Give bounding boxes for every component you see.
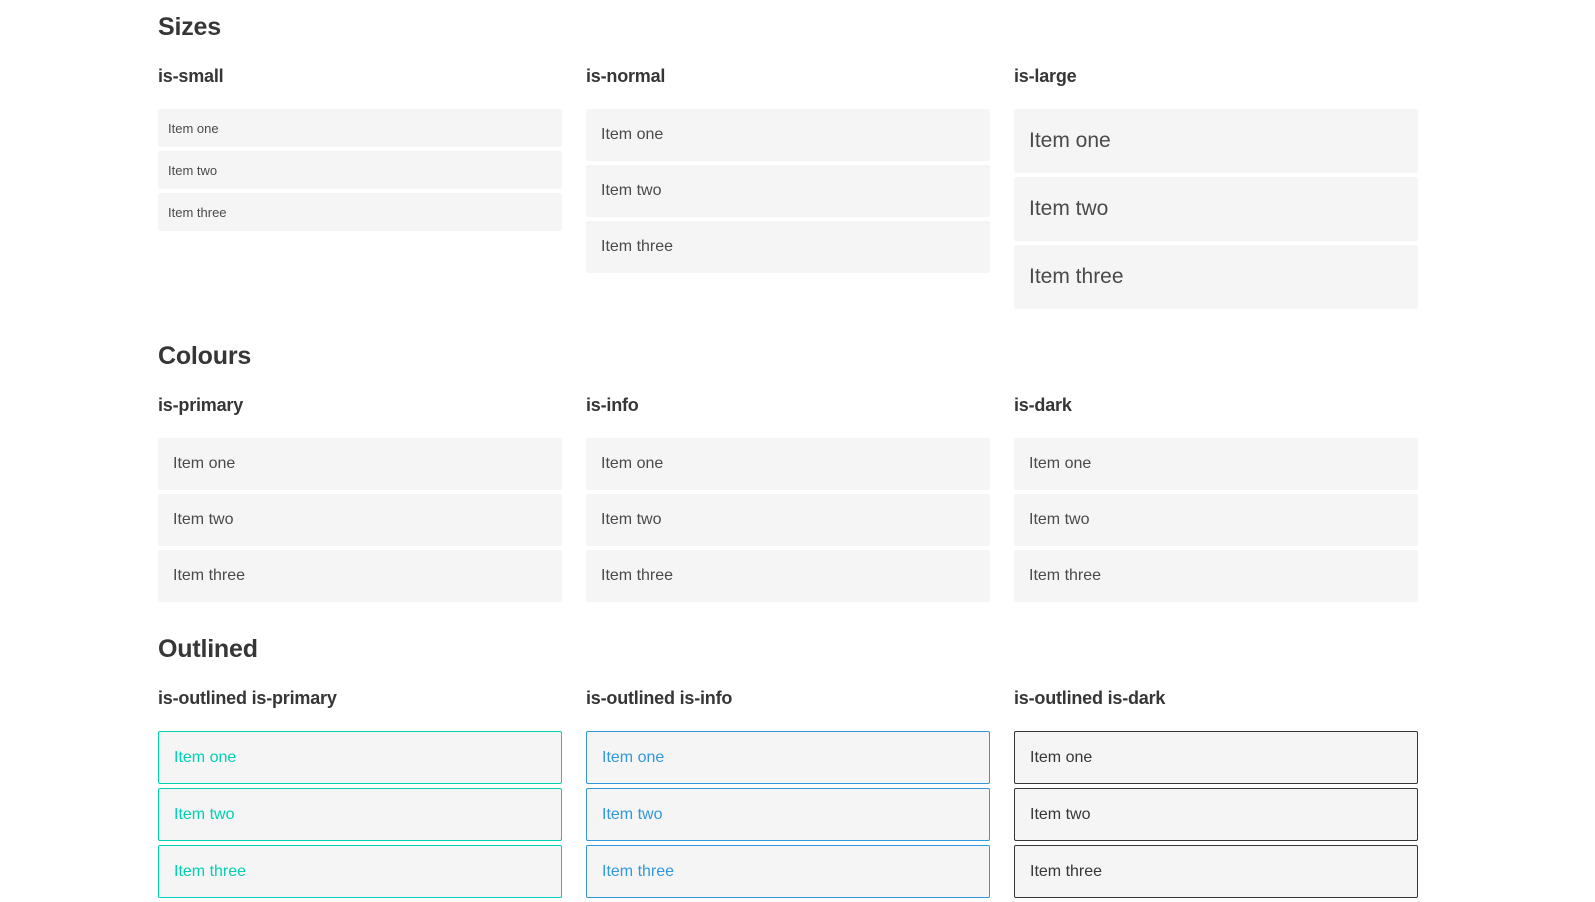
block-list-small: Item one Item two Item three xyxy=(158,109,562,231)
list-item: Item one xyxy=(1014,438,1418,490)
list-item: Item two xyxy=(158,788,562,841)
list-item: Item two xyxy=(158,151,562,189)
list-item: Item three xyxy=(586,845,990,898)
list-item: Item two xyxy=(1014,494,1418,546)
list-item: Item three xyxy=(158,193,562,231)
group-subtitle-is-dark: is-dark xyxy=(1014,395,1072,415)
section-outlined: Outlined is-outlined is-primary Item one… xyxy=(158,634,1440,902)
block-list-large: Item one Item two Item three xyxy=(1014,109,1418,309)
group-subtitle-is-outlined-is-primary: is-outlined is-primary xyxy=(158,688,337,708)
list-item: Item one xyxy=(1014,731,1418,784)
list-item: Item one xyxy=(158,438,562,490)
group-subtitle-is-small: is-small xyxy=(158,66,224,86)
group-subtitle-is-large: is-large xyxy=(1014,66,1077,86)
list-item: Item two xyxy=(158,494,562,546)
group-subtitle-is-outlined-is-dark: is-outlined is-dark xyxy=(1014,688,1166,708)
group-is-small: is-small Item one Item two Item three xyxy=(158,65,562,235)
block-list-outlined-info: Item one Item two Item three xyxy=(586,731,990,898)
list-item: Item one xyxy=(1014,109,1418,173)
group-is-large: is-large Item one Item two Item three xyxy=(1014,65,1418,313)
section-title-outlined: Outlined xyxy=(158,635,258,663)
list-item: Item one xyxy=(586,109,990,161)
list-item: Item one xyxy=(158,109,562,147)
sizes-row: is-small Item one Item two Item three is… xyxy=(158,65,1440,313)
group-is-primary: is-primary Item one Item two Item three xyxy=(158,394,562,606)
list-item: Item three xyxy=(586,550,990,602)
outlined-row: is-outlined is-primary Item one Item two… xyxy=(158,687,1440,902)
block-list-normal: Item one Item two Item three xyxy=(586,109,990,273)
group-subtitle-is-info: is-info xyxy=(586,395,639,415)
group-subtitle-is-primary: is-primary xyxy=(158,395,244,415)
group-is-dark: is-dark Item one Item two Item three xyxy=(1014,394,1418,606)
section-title-colours: Colours xyxy=(158,342,252,370)
list-item: Item one xyxy=(586,438,990,490)
group-is-outlined-is-dark: is-outlined is-dark Item one Item two It… xyxy=(1014,687,1418,902)
list-item: Item three xyxy=(1014,845,1418,898)
section-colours: Colours is-primary Item one Item two Ite… xyxy=(158,341,1440,606)
list-item: Item two xyxy=(586,165,990,217)
block-list-demo-page: Sizes is-small Item one Item two Item th… xyxy=(158,12,1440,902)
list-item: Item two xyxy=(586,494,990,546)
block-list-dark: Item one Item two Item three xyxy=(1014,438,1418,602)
section-title-sizes: Sizes xyxy=(158,13,221,41)
group-subtitle-is-outlined-is-info: is-outlined is-info xyxy=(586,688,733,708)
list-item: Item three xyxy=(1014,245,1418,309)
group-subtitle-is-normal: is-normal xyxy=(586,66,666,86)
list-item: Item one xyxy=(586,731,990,784)
block-list-outlined-dark: Item one Item two Item three xyxy=(1014,731,1418,898)
block-list-info: Item one Item two Item three xyxy=(586,438,990,602)
colours-row: is-primary Item one Item two Item three … xyxy=(158,394,1440,606)
list-item: Item two xyxy=(586,788,990,841)
list-item: Item three xyxy=(586,221,990,273)
group-is-normal: is-normal Item one Item two Item three xyxy=(586,65,990,277)
group-is-outlined-is-info: is-outlined is-info Item one Item two It… xyxy=(586,687,990,902)
list-item: Item two xyxy=(1014,788,1418,841)
section-sizes: Sizes is-small Item one Item two Item th… xyxy=(158,12,1440,313)
list-item: Item one xyxy=(158,731,562,784)
list-item: Item three xyxy=(158,845,562,898)
group-is-outlined-is-primary: is-outlined is-primary Item one Item two… xyxy=(158,687,562,902)
list-item: Item two xyxy=(1014,177,1418,241)
list-item: Item three xyxy=(158,550,562,602)
block-list-primary: Item one Item two Item three xyxy=(158,438,562,602)
group-is-info: is-info Item one Item two Item three xyxy=(586,394,990,606)
list-item: Item three xyxy=(1014,550,1418,602)
block-list-outlined-primary: Item one Item two Item three xyxy=(158,731,562,898)
